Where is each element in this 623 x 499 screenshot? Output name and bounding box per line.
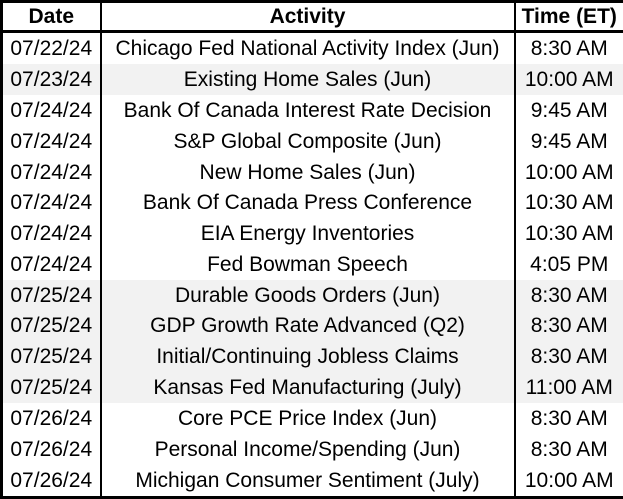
- time-cell: 9:45 AM: [513, 95, 623, 126]
- activity-cell: New Home Sales (Jun): [99, 156, 515, 188]
- activity-cell: Initial/Continuing Jobless Claims: [99, 341, 515, 373]
- table-row: 07/22/24 Chicago Fed National Activity In…: [1, 31, 623, 65]
- date-cell: 07/24/24: [1, 156, 101, 188]
- time-cell: 10:00 AM: [513, 464, 623, 498]
- table-row: 07/23/24 Existing Home Sales (Jun) 10:00 A…: [1, 64, 623, 96]
- table-row: 07/26/24 Personal Income/Spending (Jun) 8:…: [1, 433, 623, 465]
- date-cell: 07/24/24: [1, 95, 101, 126]
- table-row: 07/24/24 Bank Of Canada Press Conference 1…: [1, 187, 623, 219]
- date-cell: 07/24/24: [1, 126, 101, 157]
- header-row: Date Activity Time (ET): [1, 1, 623, 33]
- time-cell: 8:30 AM: [513, 402, 623, 434]
- activity-cell: S&P Global Composite (Jun): [99, 126, 515, 157]
- time-cell: 9:45 AM: [513, 126, 623, 157]
- table-row: 07/26/24 Michigan Consumer Sentiment (Jul…: [1, 464, 623, 498]
- date-cell: 07/23/24: [1, 64, 101, 96]
- table-row: 07/26/24 Core PCE Price Index (Jun) 8:30 A…: [1, 402, 623, 434]
- table-row: 07/24/24 EIA Energy Inventories 10:30 AM: [1, 218, 623, 250]
- date-cell: 07/26/24: [1, 402, 101, 434]
- time-cell: 8:30 AM: [513, 433, 623, 465]
- header-activity: Activity: [99, 1, 515, 33]
- header-time: Time (ET): [513, 1, 623, 33]
- table-row: 07/24/24 Fed Bowman Speech 4:05 PM: [1, 249, 623, 280]
- activity-cell: Fed Bowman Speech: [99, 249, 515, 280]
- date-cell: 07/25/24: [1, 372, 101, 403]
- header-date: Date: [1, 1, 101, 33]
- time-cell: 4:05 PM: [513, 249, 623, 280]
- time-cell: 10:30 AM: [513, 187, 623, 219]
- time-cell: 8:30 AM: [513, 279, 623, 311]
- date-cell: 07/25/24: [1, 279, 101, 311]
- table-row: 07/25/24 Initial/Continuing Jobless Claim…: [1, 341, 623, 373]
- activity-cell: Personal Income/Spending (Jun): [99, 433, 515, 465]
- table-row: 07/25/24 Durable Goods Orders (Jun) 8:30 A…: [1, 279, 623, 311]
- date-cell: 07/24/24: [1, 218, 101, 250]
- time-cell: 8:30 AM: [513, 310, 623, 342]
- time-cell: 10:00 AM: [513, 64, 623, 96]
- activity-cell: Durable Goods Orders (Jun): [99, 279, 515, 311]
- time-cell: 10:30 AM: [513, 218, 623, 250]
- time-cell: 10:00 AM: [513, 156, 623, 188]
- date-cell: 07/22/24: [1, 31, 101, 65]
- activity-cell: Chicago Fed National Activity Index (Jun…: [99, 31, 515, 65]
- table-row: 07/24/24 Bank Of Canada Interest Rate Dec…: [1, 95, 623, 126]
- activity-cell: Bank Of Canada Press Conference: [99, 187, 515, 219]
- date-cell: 07/25/24: [1, 310, 101, 342]
- activity-cell: Bank Of Canada Interest Rate Decision: [99, 95, 515, 126]
- date-cell: 07/25/24: [1, 341, 101, 373]
- activity-cell: Michigan Consumer Sentiment (July): [99, 464, 515, 498]
- activity-cell: Kansas Fed Manufacturing (July): [99, 372, 515, 403]
- table-row: 07/25/24 GDP Growth Rate Advanced (Q2) 8:3…: [1, 310, 623, 342]
- date-cell: 07/26/24: [1, 464, 101, 498]
- table-row: 07/24/24 S&P Global Composite (Jun) 9:45 A…: [1, 126, 623, 157]
- time-cell: 8:30 AM: [513, 341, 623, 373]
- date-cell: 07/26/24: [1, 433, 101, 465]
- activity-cell: Existing Home Sales (Jun): [99, 64, 515, 96]
- time-cell: 11:00 AM: [513, 372, 623, 403]
- date-cell: 07/24/24: [1, 249, 101, 280]
- time-cell: 8:30 AM: [513, 31, 623, 65]
- date-cell: 07/24/24: [1, 187, 101, 219]
- activity-cell: Core PCE Price Index (Jun): [99, 402, 515, 434]
- table-row: 07/25/24 Kansas Fed Manufacturing (July) 1…: [1, 372, 623, 403]
- table-body: 07/22/24 Chicago Fed National Activity In…: [1, 31, 623, 498]
- table-row: 07/24/24 New Home Sales (Jun) 10:00 AM: [1, 156, 623, 188]
- activity-cell: GDP Growth Rate Advanced (Q2): [99, 310, 515, 342]
- activity-cell: EIA Energy Inventories: [99, 218, 515, 250]
